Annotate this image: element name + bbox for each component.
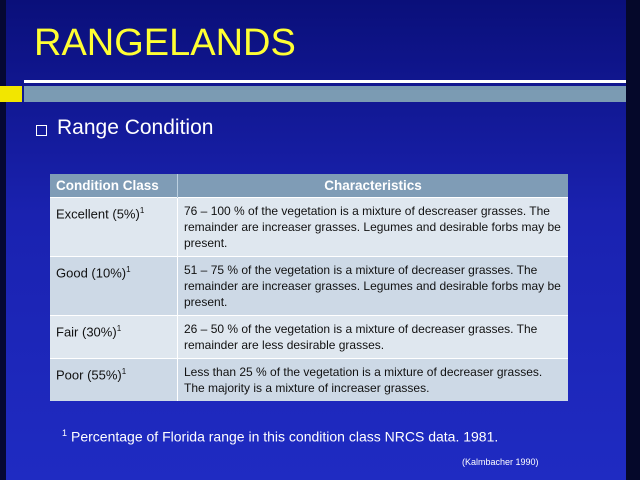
footnote-marker: 1 (139, 206, 145, 215)
condition-label: Fair (30%) (56, 324, 117, 340)
condition-cell: Poor (55%)1 (50, 358, 178, 401)
condition-cell: Fair (30%)1 (50, 315, 178, 359)
condition-label: Excellent (5%) (56, 206, 140, 222)
characteristics-cell: Less than 25 % of the vegetation is a mi… (177, 358, 568, 401)
citation: (Kalmbacher 1990) (462, 457, 539, 467)
table-row: Fair (30%)1 26 – 50 % of the vegetation … (50, 315, 568, 359)
table-row: Excellent (5%)1 76 – 100 % of the vegeta… (50, 197, 568, 257)
characteristics-cell: 26 – 50 % of the vegetation is a mixture… (177, 315, 568, 359)
characteristics-cell: 51 – 75 % of the vegetation is a mixture… (177, 256, 568, 316)
title-accent-yellow (0, 86, 22, 102)
square-bullet-icon (36, 124, 47, 136)
bullet-text: Range Condition (57, 116, 214, 139)
header-characteristics: Characteristics (177, 174, 568, 198)
characteristics-cell: 76 – 100 % of the vegetation is a mixtur… (177, 197, 568, 257)
footnote-marker: 1 (126, 265, 131, 274)
table-row: Poor (55%)1 Less than 25 % of the vegeta… (50, 358, 568, 401)
footnote-text: Percentage of Florida range in this cond… (71, 428, 499, 445)
table-header-row: Condition Class Characteristics (50, 174, 568, 198)
right-frame-edge (626, 0, 640, 480)
condition-label: Good (10%) (56, 265, 127, 281)
bullet-item: Range Condition (36, 116, 213, 140)
left-frame-edge (0, 0, 6, 480)
slide-title: RANGELANDS (34, 22, 296, 64)
header-condition-class: Condition Class (50, 174, 178, 198)
condition-label: Poor (55%) (56, 367, 122, 383)
footnote-marker: 1 (116, 324, 122, 333)
condition-table: Condition Class Characteristics Excellen… (50, 174, 568, 401)
condition-cell: Excellent (5%)1 (50, 197, 178, 257)
footnote-marker: 1 (121, 367, 127, 376)
condition-cell: Good (10%)1 (50, 256, 178, 316)
title-rule-bar (24, 86, 626, 102)
footnote-number: 1 (62, 428, 68, 438)
table-row: Good (10%)1 51 – 75 % of the vegetation … (50, 256, 568, 316)
footnote: 1 Percentage of Florida range in this con… (62, 428, 498, 445)
title-rule-white (24, 80, 626, 83)
